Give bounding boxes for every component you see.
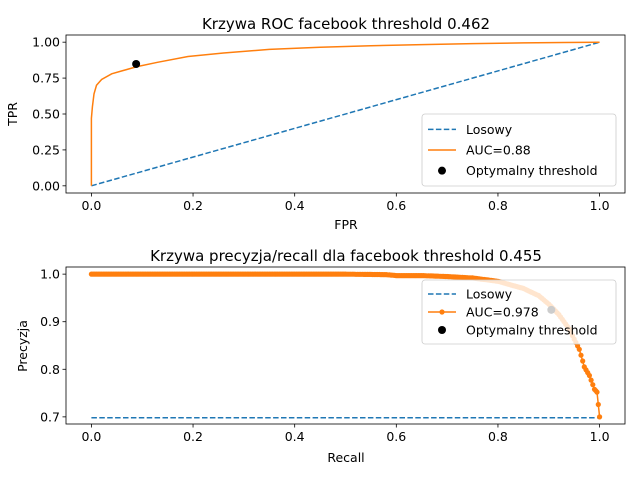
- roc-title: Krzywa ROC facebook threshold 0.462: [202, 15, 490, 33]
- pr-ytick-label: 1.0: [40, 267, 60, 282]
- roc-legend-label: Optymalny threshold: [466, 163, 598, 178]
- roc-chart: Krzywa ROC facebook threshold 0.462 FPR …: [5, 15, 626, 232]
- pr-legend-box: [421, 279, 617, 345]
- pr-legend-handle-optimal: [438, 326, 446, 334]
- pr-xtick-label: 1.0: [590, 429, 610, 444]
- roc-xlabel: FPR: [334, 217, 358, 232]
- roc-ytick-label: 0.75: [32, 71, 60, 86]
- roc-legend-label: Losowy: [466, 122, 513, 137]
- roc-legend-box: [421, 113, 617, 187]
- pr-legend-handle-marker: [439, 309, 445, 315]
- pr-curve-marker: [588, 377, 594, 383]
- roc-optimal-point: [132, 60, 141, 69]
- pr-ylabel: Precyzja: [15, 320, 30, 372]
- pr-xtick-label: 0.6: [386, 429, 406, 444]
- pr-curve-marker: [580, 358, 586, 364]
- roc-ylabel: TPR: [5, 102, 20, 127]
- roc-legend-handle-optimal: [438, 166, 446, 175]
- pr-curve-marker: [594, 389, 600, 395]
- pr-legend-label: Optymalny threshold: [466, 323, 598, 338]
- pr-axes-frame: [65, 266, 626, 425]
- roc-xtick-label: 0.4: [285, 198, 305, 213]
- roc-ytick-label: 0.00: [32, 178, 60, 193]
- roc-xtick-label: 0.2: [183, 198, 203, 213]
- roc-xtick-label: 0.0: [81, 198, 101, 213]
- pr-chart: Krzywa precyzja/recall dla facebook thre…: [15, 247, 626, 465]
- pr-legend-label: Losowy: [466, 287, 513, 302]
- roc-xtick-label: 0.6: [386, 198, 406, 213]
- roc-xtick-label: 0.8: [488, 198, 508, 213]
- pr-ytick-label: 0.9: [40, 314, 60, 329]
- roc-legend: Losowy AUC=0.88 Optymalny threshold: [421, 113, 617, 187]
- pr-xtick-label: 0.8: [488, 429, 508, 444]
- pr-xtick-label: 0.4: [285, 429, 305, 444]
- pr-curve-marker: [586, 372, 593, 379]
- roc-series-curve-line: [90, 41, 600, 186]
- pr-curve-marker: [576, 346, 582, 352]
- pr-curve-marker: [595, 401, 601, 408]
- pr-ytick-label: 0.8: [40, 362, 60, 377]
- pr-legend: Losowy AUC=0.978 Optymalny threshold: [421, 279, 617, 345]
- pr-curve-marker: [590, 382, 596, 388]
- roc-ytick-label: 0.25: [32, 142, 60, 157]
- pr-xtick-label: 0.2: [183, 429, 203, 444]
- pr-xlabel: Recall: [327, 450, 364, 465]
- roc-ytick-label: 1.00: [32, 35, 60, 50]
- pr-legend-label: AUC=0.978: [466, 305, 539, 320]
- roc-series-random-line: [91, 41, 600, 187]
- pr-curve-marker: [596, 414, 603, 420]
- pr-xtick-label: 0.0: [81, 429, 101, 444]
- roc-ytick-label: 0.50: [32, 107, 60, 122]
- pr-title: Krzywa precyzja/recall dla facebook thre…: [150, 247, 542, 265]
- pr-curve-marker: [578, 352, 584, 358]
- roc-legend-label: AUC=0.88: [466, 143, 531, 158]
- pr-ytick-label: 0.7: [40, 409, 60, 424]
- roc-xtick-label: 1.0: [590, 198, 610, 213]
